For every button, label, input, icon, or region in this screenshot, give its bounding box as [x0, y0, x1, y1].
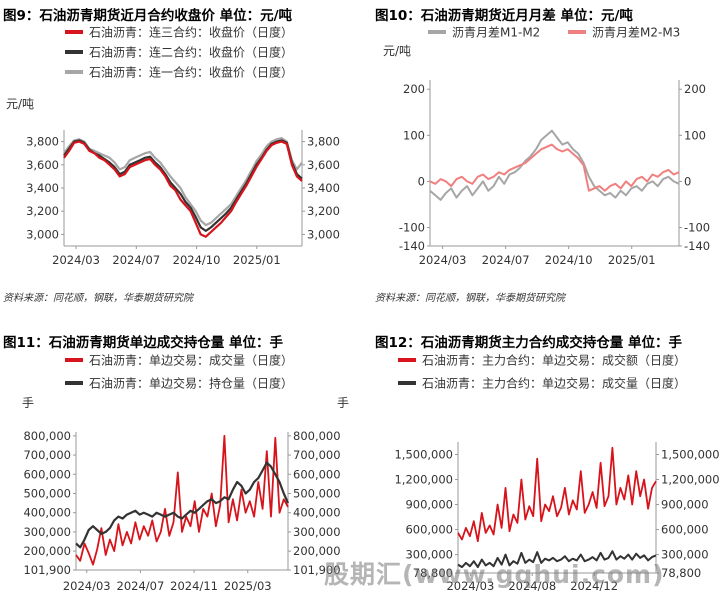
chart-title: 图11：石油沥青期货单边成交持仓量 单位：手 [3, 335, 283, 351]
series-line [457, 550, 657, 569]
y-tick-label-right: 100 [684, 128, 706, 142]
y-axis-unit-left: 元/吨 [383, 44, 411, 58]
y-axis-unit-right: 手 [337, 396, 349, 410]
chart-source: 资料来源：同花顺，钢联，华泰期货研究院 [3, 293, 193, 304]
y-tick-label-left: 3,000 [26, 227, 59, 241]
chart-title: 图9：石油沥青期货近月合约收盘价 单位：元/吨 [3, 8, 293, 24]
x-tick-label: 2025/01 [233, 253, 281, 267]
y-tick-label-left: 800,000 [23, 429, 71, 443]
legend-label: 石油沥青：主力合约：单边交易：成交量（日度） [422, 376, 686, 391]
y-tick-label-right: 300,000 [293, 525, 341, 539]
y-tick-label-left: -100 [399, 221, 425, 235]
series-line [63, 137, 303, 227]
y-tick-label-left: 100 [403, 128, 425, 142]
y-tick-label-left: 600,000 [23, 467, 71, 481]
y-tick-label-left: 300,000 [405, 548, 453, 562]
chart-svg-fig9: 石油沥青：连三合约：收盘价（日度） 石油沥青：连二合约：收盘价（日度） 石油沥青：连… [6, 25, 340, 268]
x-tick-label: 2024/12 [570, 579, 618, 593]
chart-title: 图10：石油沥青期货近月月差 单位：元/吨 [375, 8, 633, 24]
series-line [429, 129, 680, 201]
watermark-text: 股期汇(www.gqhui.com) [324, 560, 665, 589]
legend-label: 石油沥青：连二合约：收盘价（日度） [89, 45, 293, 60]
y-tick-label-left: 1,200,000 [394, 473, 453, 487]
legend-label: 石油沥青：连三合约：收盘价（日度） [89, 25, 293, 40]
y-tick-label-left: 900,000 [405, 498, 453, 512]
legend-label: 石油沥青：主力合约：单边交易：成交额（日度） [422, 353, 686, 368]
x-tick-label: 2025/03 [224, 579, 272, 593]
y-tick-label-right: 600,000 [293, 467, 341, 481]
y-tick-label-left: -140 [399, 239, 425, 253]
y-tick-label-left: 3,800 [26, 135, 59, 149]
y-axis-unit-left: 手 [22, 396, 34, 410]
legend-label: 沥青月差M2-M3 [592, 26, 680, 40]
y-tick-label-right: 3,800 [307, 135, 340, 149]
chart-panel-fig12: 图12：石油沥青期货主力合约成交持仓量 单位：手 石油沥青：主力合约：单边交易：… [363, 310, 727, 600]
y-tick-label-left: 0 [418, 174, 425, 188]
y-tick-label-right: 300,000 [661, 548, 709, 562]
x-tick-label: 2024/07 [112, 253, 160, 267]
legend-label: 沥青月差M1-M2 [452, 26, 540, 40]
x-tick-label: 2024/03 [446, 579, 494, 593]
y-tick-label-left: 3,200 [26, 204, 59, 218]
y-tick-label-left: 400,000 [23, 506, 71, 520]
chart-svg-fig10: 沥青月差M1-M2 沥青月差M2-M3 元/吨 200 100 0 -100 -140 200 1… [383, 26, 710, 268]
y-tick-label-right: 700,000 [293, 448, 341, 462]
series-line [75, 461, 290, 549]
x-tick-label: 2024/10 [545, 253, 593, 267]
y-tick-label-right: 3,600 [307, 158, 340, 172]
series-line [457, 446, 657, 543]
x-tick-label: 2024/11 [170, 579, 218, 593]
chart-svg-fig11: 石油沥青：单边交易：成交量（日度） 石油沥青：单边交易：持仓量（日度） 手 手 800,… [22, 353, 349, 594]
y-tick-label-right: 3,400 [307, 181, 340, 195]
y-tick-label-right: -100 [684, 221, 710, 235]
x-tick-label: 2024/03 [63, 579, 111, 593]
legend-label: 石油沥青：单边交易：持仓量（日度） [89, 376, 293, 391]
y-tick-label-right: 500,000 [293, 486, 341, 500]
legend-label: 石油沥青：连一合约：收盘价（日度） [89, 65, 293, 80]
chart-svg-fig12: 石油沥青：主力合约：单边交易：成交额（日度） 石油沥青：主力合约：单边交易：成交量… [394, 353, 720, 594]
y-tick-label-left: 3,400 [26, 181, 59, 195]
y-tick-label-right: 101,900 [293, 563, 341, 577]
y-tick-label-right: 200,000 [293, 544, 341, 558]
x-tick-label: 2024/07 [117, 579, 165, 593]
x-tick-label: 2024/03 [52, 253, 100, 267]
y-tick-label-right: 3,200 [307, 204, 340, 218]
y-tick-label-right: 600,000 [661, 523, 709, 537]
series-line [63, 140, 303, 238]
y-tick-label-left: 1,500,000 [394, 448, 453, 462]
x-tick-label: 2024/10 [173, 253, 221, 267]
chart-panel-fig10: 图10：石油沥青期货近月月差 单位：元/吨 沥青月差M1-M2 沥青月差M2-M3… [363, 0, 727, 305]
y-tick-label-right: 400,000 [293, 506, 341, 520]
y-tick-label-right: -140 [684, 239, 710, 253]
chart-panel-fig9: 图9：石油沥青期货近月合约收盘价 单位：元/吨 石油沥青：连三合约：收盘价（日度… [0, 0, 363, 305]
y-tick-label-left: 300,000 [23, 525, 71, 539]
legend-label: 石油沥青：单边交易：成交量（日度） [89, 353, 293, 368]
x-tick-label: 2024/08 [508, 579, 556, 593]
y-tick-label-left: 78,800 [413, 566, 453, 580]
x-tick-label: 2024/07 [482, 253, 530, 267]
y-tick-label-right: 78,800 [661, 566, 701, 580]
y-tick-label-left: 200 [403, 82, 425, 96]
y-tick-label-right: 1,500,000 [661, 448, 720, 462]
y-tick-label-right: 3,000 [307, 227, 340, 241]
y-tick-label-right: 0 [684, 174, 691, 188]
y-tick-label-left: 101,900 [23, 563, 71, 577]
y-axis-unit-left: 元/吨 [6, 97, 34, 111]
series-line [429, 143, 680, 192]
chart-panel-fig11: 图11：石油沥青期货单边成交持仓量 单位：手 石油沥青：单边交易：成交量（日度）… [0, 310, 363, 600]
y-tick-label-right: 800,000 [293, 429, 341, 443]
x-tick-label: 2025/01 [608, 253, 656, 267]
series-line [75, 434, 289, 566]
chart-title: 图12：石油沥青期货主力合约成交持仓量 单位：手 [375, 335, 682, 351]
y-tick-label-left: 3,600 [26, 158, 59, 172]
y-tick-label-right: 1,200,000 [661, 473, 720, 487]
y-tick-label-left: 200,000 [23, 544, 71, 558]
y-tick-label-left: 700,000 [23, 448, 71, 462]
y-tick-label-right: 200 [684, 82, 706, 96]
chart-source: 资料来源：同花顺，钢联，华泰期货研究院 [375, 293, 565, 304]
y-tick-label-right: 900,000 [661, 498, 709, 512]
x-tick-label: 2024/03 [419, 253, 467, 267]
y-tick-label-left: 500,000 [23, 486, 71, 500]
y-tick-label-left: 600,000 [405, 523, 453, 537]
